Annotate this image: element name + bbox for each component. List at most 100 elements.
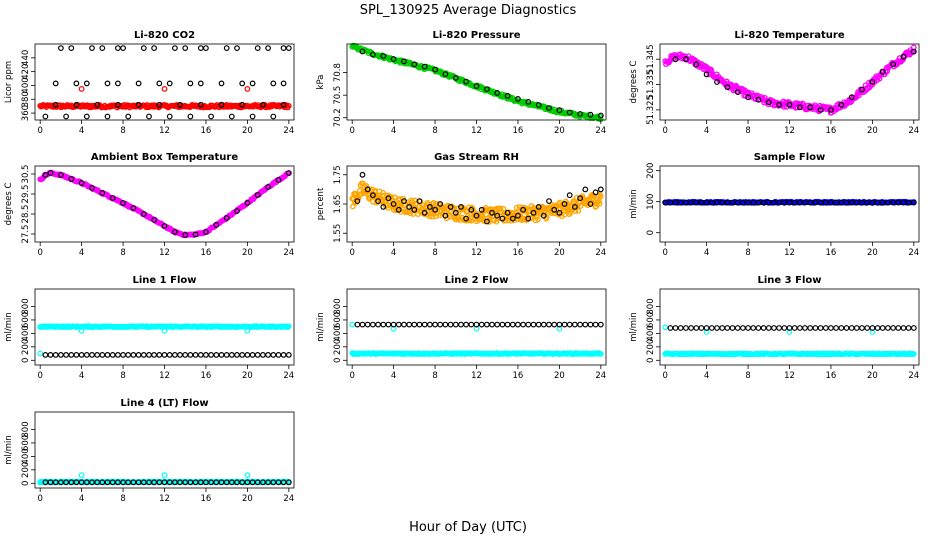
- data-point-black: [120, 45, 126, 51]
- x-tick-label: 20: [242, 248, 253, 258]
- data-point-black: [89, 185, 95, 191]
- x-tick-label: 0: [349, 248, 354, 258]
- data-point-black: [401, 321, 407, 328]
- data-point-black: [703, 199, 710, 206]
- data-point-black: [244, 200, 251, 206]
- data-point-cyan: [662, 324, 669, 331]
- panel-title: Li-820 Temperature: [734, 30, 844, 41]
- data-point-black: [390, 56, 397, 62]
- data-point-black: [104, 80, 111, 87]
- data-point-black: [703, 71, 710, 78]
- data-point-black: [587, 321, 594, 328]
- y-tick-label: 30.5: [21, 165, 31, 184]
- data-point-black: [540, 212, 547, 219]
- panel-title: Line 2 Flow: [445, 275, 509, 286]
- data-point-black: [781, 199, 788, 206]
- data-point-black: [807, 199, 814, 206]
- data-point-black: [156, 352, 163, 358]
- y-tick-label: 600: [646, 312, 656, 328]
- data-point-black: [786, 325, 793, 331]
- x-tick-label: 16: [513, 371, 524, 381]
- data-point-black: [734, 199, 741, 206]
- data-point-black: [750, 325, 757, 331]
- data-point-black: [489, 321, 495, 328]
- data-point-black: [708, 199, 715, 206]
- x-tick-label: 16: [201, 494, 212, 504]
- data-point-orange: [596, 198, 602, 204]
- data-point-black: [582, 321, 589, 328]
- data-point-black: [520, 321, 526, 328]
- data-point-black: [359, 171, 366, 178]
- data-point-black: [509, 321, 516, 328]
- data-point-black: [848, 325, 855, 331]
- data-point-cyan: [37, 350, 44, 357]
- y-tick-label: 200: [646, 163, 656, 179]
- data-point-black: [807, 325, 814, 331]
- data-point-black: [561, 321, 568, 328]
- x-tick-label: 12: [159, 371, 170, 381]
- data-point-black: [760, 199, 767, 206]
- y-tick-label: 28.5: [21, 205, 31, 224]
- data-point-black: [478, 321, 485, 328]
- data-point-black: [442, 71, 449, 77]
- data-point-black: [432, 66, 439, 73]
- data-point-black: [187, 352, 194, 358]
- figure-title: SPL_130925 Average Diagnostics: [360, 3, 577, 18]
- panel-4: Ambient Box Temperature 0 4 8 12 16 20 24 27.528…: [4, 152, 295, 258]
- data-point-black: [380, 53, 387, 59]
- data-point-black: [853, 325, 860, 331]
- data-point-black: [745, 94, 751, 101]
- panel-3: Li-820 Temperature 0 4 8 12 16 20 24 51.32551.33…: [629, 30, 920, 136]
- x-tick-label: 24: [908, 371, 919, 381]
- data-point-black: [68, 45, 75, 51]
- data-point-black: [47, 479, 54, 486]
- data-point-black: [458, 321, 464, 328]
- data-point-black: [765, 199, 772, 206]
- x-tick-label: 8: [432, 126, 437, 136]
- y-axis-label: ml/min: [4, 312, 14, 342]
- data-point-black: [151, 45, 158, 51]
- data-point-black: [572, 321, 578, 328]
- data-point-black: [114, 479, 121, 486]
- data-point-black: [740, 325, 746, 331]
- data-point-black: [218, 352, 225, 358]
- data-point-black: [130, 479, 137, 486]
- x-tick-label: 4: [391, 248, 396, 258]
- data-point-orange: [430, 199, 437, 206]
- data-point-orange: [575, 207, 582, 214]
- data-point-black: [582, 186, 589, 193]
- data-point-black: [765, 99, 772, 106]
- data-point-black: [843, 325, 850, 331]
- data-point-black: [525, 321, 532, 328]
- x-tick-label: 8: [432, 248, 437, 258]
- data-point-black: [192, 231, 199, 238]
- x-tick-label: 16: [826, 371, 837, 381]
- y-tick-label: 800: [333, 298, 343, 314]
- x-tick-label: 12: [159, 248, 170, 258]
- panel-title: Line 1 Flow: [133, 275, 197, 286]
- data-point-black: [597, 112, 604, 119]
- data-point-black: [416, 321, 423, 328]
- data-point-black: [698, 325, 705, 331]
- data-point-black: [447, 321, 454, 328]
- data-point-black: [776, 199, 782, 206]
- data-point-orange: [469, 205, 476, 212]
- data-point-black: [910, 325, 917, 331]
- data-point-black: [223, 215, 230, 221]
- data-point-black: [672, 56, 679, 63]
- x-tick-label: 8: [745, 126, 750, 136]
- y-tick-label: 200: [21, 462, 31, 478]
- data-point-black: [78, 180, 85, 186]
- data-point-black: [135, 352, 142, 358]
- data-point-black: [140, 45, 147, 51]
- data-point-black: [234, 45, 240, 51]
- y-axis-label: ml/min: [316, 312, 326, 342]
- data-point-orange: [505, 217, 512, 224]
- data-point-black: [182, 232, 189, 238]
- y-tick-label: 800: [646, 298, 656, 314]
- figure-xlabel: Hour of Day (UTC): [409, 520, 527, 535]
- x-tick-label: 12: [784, 371, 795, 381]
- data-point-black: [78, 352, 85, 358]
